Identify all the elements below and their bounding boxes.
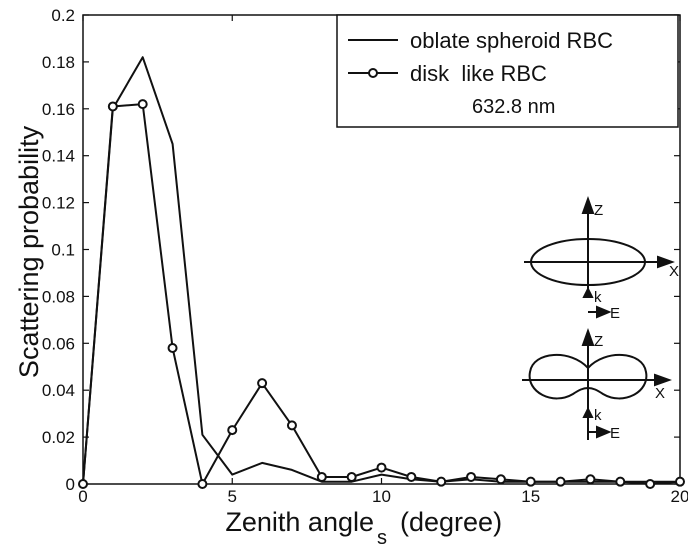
inset1-z-label: Z [594, 202, 603, 219]
inset1-e-arrowhead [596, 305, 612, 319]
legend: oblate spheroid RBC disk like RBC 632.8 … [336, 14, 679, 128]
x-tick-label: 20 [671, 487, 688, 506]
data-point-disk [555, 476, 566, 487]
inset2-x-label: X [655, 385, 665, 402]
inset1-e-label: E [610, 305, 620, 322]
legend-label-disk: disk like RBC [410, 61, 547, 86]
data-point-disk [436, 476, 447, 487]
y-tick-label: 0.18 [42, 53, 75, 72]
data-point-disk [615, 476, 626, 487]
data-point-disk [107, 101, 118, 112]
x-axis-title-subscript: s [377, 527, 387, 545]
wavelength-annotation: 632.8 nm [472, 96, 555, 118]
legend-box [336, 14, 679, 128]
inset2-z-label: Z [594, 333, 603, 350]
data-point-disk [525, 476, 536, 487]
y-tick-label: 0 [66, 475, 75, 494]
data-point-disk [227, 425, 238, 436]
data-point-disk [197, 479, 208, 489]
inset-oblate-spheroid [524, 196, 675, 319]
x-tick-label: 15 [521, 487, 540, 506]
legend-label-oblate: oblate spheroid RBC [410, 28, 613, 53]
data-point-disk [406, 471, 417, 482]
data-point-disk [675, 476, 685, 487]
y-tick-label: 0.16 [42, 100, 75, 119]
legend-marker-disk [368, 68, 378, 78]
inset1-z-arrowhead [581, 196, 595, 214]
y-tick-label: 0.2 [51, 6, 75, 25]
inset2-disk-shape [528, 354, 648, 400]
data-point-disk [376, 462, 387, 473]
y-tick-label: 0.06 [42, 334, 75, 353]
inset1-spheroid-shape [530, 238, 646, 286]
inset2-k-arrowhead [582, 406, 594, 418]
data-point-disk [645, 479, 656, 489]
inset2-e-arrowhead [596, 425, 612, 439]
data-point-disk [495, 474, 506, 485]
y-tick-label: 0.02 [42, 428, 75, 447]
y-tick-label: 0.14 [42, 147, 75, 166]
data-point-disk [257, 378, 268, 389]
data-point-disk [78, 479, 88, 489]
y-tick-label: 0.08 [42, 287, 75, 306]
y-tick-label: 0.12 [42, 194, 75, 213]
data-point-disk [137, 99, 148, 110]
inset2-x-arrowhead [654, 373, 672, 387]
series-line-oblate [82, 56, 680, 485]
data-point-disk [346, 471, 357, 482]
y-tick-label: 0.04 [42, 381, 75, 400]
data-point-disk [585, 474, 596, 485]
inset2-z-arrowhead [581, 328, 595, 346]
series-layer [78, 56, 685, 489]
data-point-disk [316, 471, 327, 482]
x-tick-label: 5 [228, 487, 237, 506]
x-tick-label: 0 [78, 487, 87, 506]
inset-biconcave-disk [522, 328, 672, 440]
inset1-k-arrowhead [582, 286, 594, 298]
y-axis-title: Scattering probability [14, 125, 44, 378]
x-axis-title-unit: (degree) [400, 507, 502, 537]
inset1-k-label: k [594, 289, 602, 306]
y-tick-label: 0.1 [51, 241, 75, 260]
data-point-disk [466, 471, 477, 482]
data-point-disk [167, 342, 178, 353]
inset2-e-label: E [610, 425, 620, 442]
x-axis-title: Zenith angle [225, 507, 374, 537]
inset1-x-label: X [669, 263, 679, 280]
y-axis: 0 0.02 0.04 0.06 0.08 0.1 0.12 0.14 0.16 0.18 0.2 [42, 6, 680, 494]
inset2-k-label: k [594, 407, 602, 424]
data-point-disk [286, 420, 297, 431]
x-tick-label: 10 [372, 487, 391, 506]
inset1-x-arrowhead [657, 255, 675, 269]
